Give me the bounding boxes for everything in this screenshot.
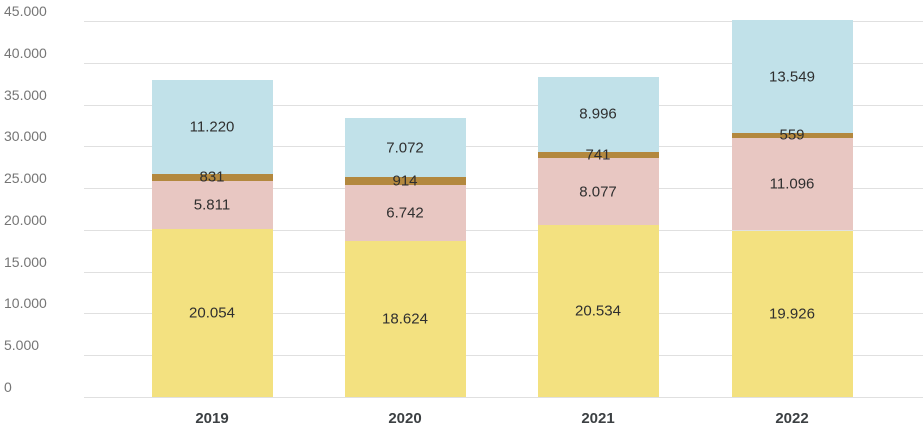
bar-2022-blue-top-segment: 13.549 [731,19,853,134]
y-axis-tick-label: 25.000 [4,170,47,186]
y-axis-tick-label: 5.000 [4,337,40,353]
gridline-20.000 [84,230,923,231]
value-label-2021-blue-top-segment: 8.996 [579,105,617,123]
bar-2021-brown-thin-segment: 741 [537,146,659,163]
gridline-35.000 [84,105,923,106]
value-label-2021-pink-segment: 8.077 [579,183,617,201]
value-label-2019-yellow-bottom-segment: 20.054 [189,304,235,322]
value-label-2022-yellow-bottom-segment: 19.926 [769,305,815,323]
bar-2019-yellow-bottom-segment: 20.054 [151,229,273,397]
x-axis-label-2022: 2022 [775,410,809,427]
value-label-2022-pink-segment: 11.096 [769,175,815,193]
y-axis-tick-label: 20.000 [4,212,47,228]
x-axis-label-2019: 2019 [195,410,229,427]
gridline-45.000 [84,21,923,22]
bar-2022-pink-segment: 11.096 [731,137,853,231]
value-label-2019-brown-thin-segment: 831 [199,168,225,186]
bar-2019-pink-segment: 5.811 [151,180,273,230]
bar-2021-pink-segment: 8.077 [537,157,659,226]
bar-2021-yellow-bottom-segment: 20.534 [537,225,659,397]
y-axis-tick-label: 40.000 [4,45,47,61]
value-label-2020-blue-top-segment: 7.072 [386,139,424,157]
value-label-2021-brown-thin-segment: 741 [585,146,611,164]
value-label-2019-blue-top-segment: 11.220 [189,118,235,136]
value-label-2022-blue-top-segment: 13.549 [769,68,815,85]
y-axis-tick-label: 15.000 [4,254,47,270]
gridline-30.000 [84,146,923,147]
bar-2020-yellow-bottom-segment: 18.624 [344,241,466,397]
bar-2019-blue-top-segment: 11.220 [151,80,273,174]
bar-2022-yellow-bottom-segment: 19.926 [731,230,853,397]
y-axis-tick-label: 0 [4,379,12,395]
gridline-25.000 [84,188,923,189]
y-axis-tick-label: 45.000 [4,3,47,19]
bar-2021-blue-top-segment: 8.996 [537,76,659,152]
value-label-2020-yellow-bottom-segment: 18.624 [382,310,428,328]
bar-2020-brown-thin-segment: 914 [344,173,466,190]
gridline-0 [84,397,923,398]
y-axis-tick-label: 35.000 [4,87,47,103]
value-label-2019-pink-segment: 5.811 [193,196,231,214]
bar-2020-pink-segment: 6.742 [344,185,466,242]
bar-2022-brown-thin-segment: 559 [731,127,853,144]
value-label-2020-brown-thin-segment: 914 [392,172,418,190]
gridline-10.000 [84,313,923,314]
y-axis-tick-label: 10.000 [4,295,47,311]
value-label-2021-yellow-bottom-segment: 20.534 [575,302,621,320]
bar-2019-brown-thin-segment: 831 [151,169,273,186]
x-axis-label-2021: 2021 [581,410,615,427]
gridline-5.000 [84,355,923,356]
x-axis-label-2020: 2020 [388,410,422,427]
gridline-15.000 [84,272,923,273]
y-axis-tick-label: 30.000 [4,128,47,144]
bar-2020-blue-top-segment: 7.072 [344,118,466,178]
gridline-40.000 [84,63,923,64]
value-label-2020-pink-segment: 6.742 [386,204,424,222]
value-label-2022-brown-thin-segment: 559 [779,126,805,144]
